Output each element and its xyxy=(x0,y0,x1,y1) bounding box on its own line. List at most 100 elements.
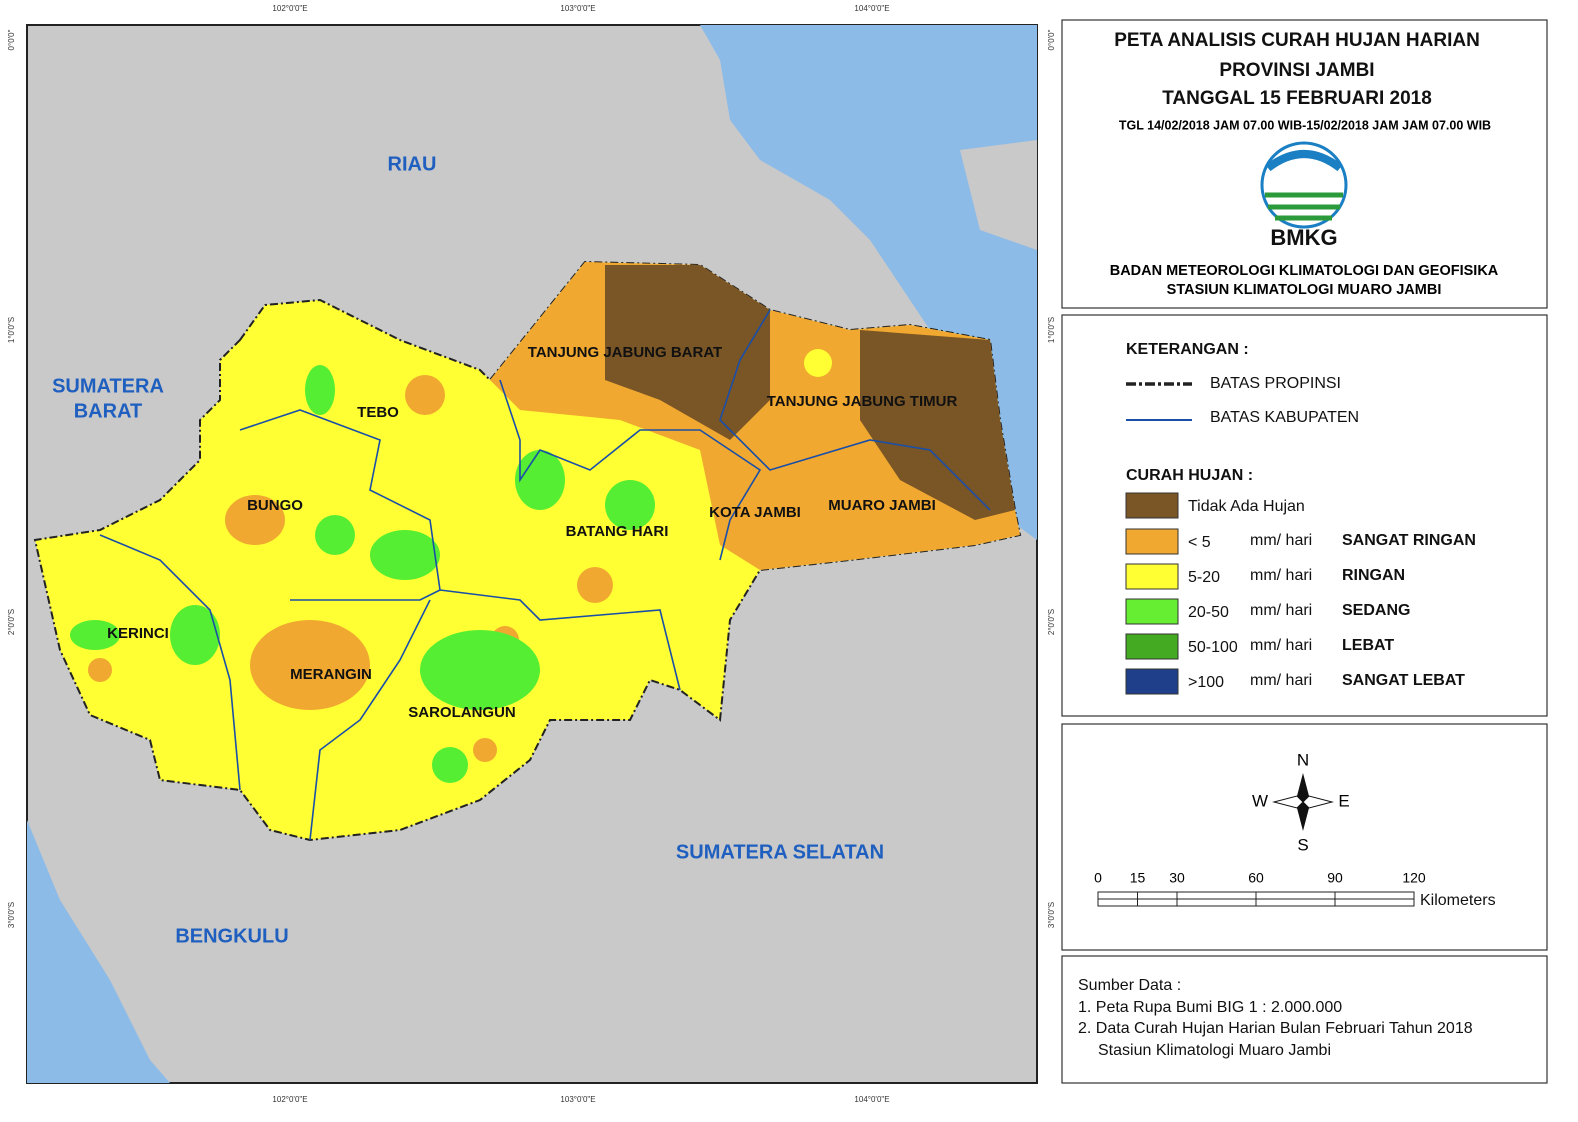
province-label: BARAT xyxy=(74,400,143,422)
title-line: TANGGAL 15 FEBRUARI 2018 xyxy=(1162,88,1432,109)
source-item: Stasiun Klimatologi Muaro Jambi xyxy=(1098,1042,1331,1059)
coord-label: 102°0'0"E xyxy=(272,4,307,13)
compass-ew xyxy=(1272,795,1334,809)
zone xyxy=(473,738,497,762)
scale-label: 0 xyxy=(1094,870,1102,886)
zone xyxy=(70,620,120,650)
border xyxy=(99,534,241,791)
legend-range: >100 xyxy=(1188,674,1224,691)
zone xyxy=(432,747,468,783)
legend-unit: mm/ hari xyxy=(1250,637,1312,654)
island xyxy=(960,140,1037,250)
scale-label: 15 xyxy=(1130,870,1146,886)
map xyxy=(26,24,1038,1084)
sea xyxy=(700,25,1037,540)
compass-w: W xyxy=(1252,791,1268,810)
border xyxy=(439,589,681,691)
legend-category: SANGAT LEBAT xyxy=(1342,672,1465,689)
coord-label: 1°0'0"S xyxy=(1047,317,1056,343)
legend-heading: KETERANGAN : xyxy=(1126,341,1249,358)
logo-arc xyxy=(1265,150,1343,172)
legend-category: SANGAT RINGAN xyxy=(1342,532,1476,549)
zone xyxy=(250,620,370,710)
legend-unit: mm/ hari xyxy=(1250,532,1312,549)
legend-swatch xyxy=(1125,492,1179,519)
district-label: TEBO xyxy=(357,404,399,421)
coord-label: 0°0'0" xyxy=(1047,29,1056,50)
province-label: SUMATERA xyxy=(52,375,164,397)
legend-range: 50-100 xyxy=(1188,639,1238,656)
legend-swatch xyxy=(1125,563,1179,590)
coord-label: 104°0'0"E xyxy=(854,1095,889,1104)
rain-zones-moderate xyxy=(70,365,655,783)
compass-panel xyxy=(1061,723,1548,951)
zone xyxy=(804,349,832,377)
district-label: SAROLANGUN xyxy=(408,704,516,721)
zone xyxy=(515,450,565,510)
coord-label: 103°0'0"E xyxy=(560,4,595,13)
coord-label: 104°0'0"E xyxy=(854,4,889,13)
legend-category: LEBAT xyxy=(1342,637,1394,654)
legend-label: BATAS PROPINSI xyxy=(1210,375,1341,392)
compass-n: N xyxy=(1297,750,1309,769)
coord-label: 102°0'0"E xyxy=(272,1095,307,1104)
coord-label: 0°0'0" xyxy=(7,29,16,50)
period: TGL 14/02/2018 JAM 07.00 WIB-15/02/2018 … xyxy=(1119,118,1491,132)
legend-unit: mm/ hari xyxy=(1250,567,1312,584)
map-labels: RIAU SUMATERA BARAT BENGKULU SUMATERA SE… xyxy=(52,153,957,947)
coord-label: 3°0'0"S xyxy=(1047,902,1056,928)
zone xyxy=(315,515,355,555)
logo: BMKG xyxy=(1260,141,1348,250)
scale-unit: Kilometers xyxy=(1420,892,1496,909)
border xyxy=(239,409,441,601)
rain-zone-none xyxy=(860,330,1015,520)
coord-label: 1°0'0"S xyxy=(7,317,16,343)
scale-label: 30 xyxy=(1169,870,1185,886)
scale-bar: 0 15 30 60 90 120 Kilometers xyxy=(1094,870,1495,910)
province-label: RIAU xyxy=(388,153,437,175)
district-label: MUARO JAMBI xyxy=(828,497,936,514)
district-label: KOTA JAMBI xyxy=(709,504,801,521)
legend-category: SEDANG xyxy=(1342,602,1410,619)
rain-zones-light xyxy=(88,375,613,762)
legend-swatch xyxy=(1125,598,1179,625)
district-label: MERANGIN xyxy=(290,666,372,683)
zone xyxy=(370,530,440,580)
legend-unit: mm/ hari xyxy=(1250,602,1312,619)
legend-range: < 5 xyxy=(1188,534,1211,551)
province-label: BENGKULU xyxy=(175,925,288,947)
scale-label: 120 xyxy=(1402,870,1426,886)
zone xyxy=(405,375,445,415)
border xyxy=(309,599,431,841)
border xyxy=(499,379,762,561)
title-line: PROVINSI JAMBI xyxy=(1219,60,1374,81)
legend-classes: < 5 mm/ hari SANGAT RINGAN 5-20 mm/ hari RING… xyxy=(1125,528,1476,695)
coord-label: 103°0'0"E xyxy=(560,1095,595,1104)
district-label: TANJUNG JABUNG TIMUR xyxy=(767,393,958,410)
zone xyxy=(605,480,655,530)
legend-range: 5-20 xyxy=(1188,569,1220,586)
legend-unit: mm/ hari xyxy=(1250,672,1312,689)
compass-s: S xyxy=(1297,835,1308,854)
scale-label: 60 xyxy=(1248,870,1264,886)
legend-label: BATAS KABUPATEN xyxy=(1210,409,1359,426)
coord-label: 2°0'0"S xyxy=(7,609,16,635)
agency: BADAN METEOROLOGI KLIMATOLOGI DAN GEOFIS… xyxy=(1110,263,1499,279)
border xyxy=(719,309,991,511)
district-borders xyxy=(99,309,991,841)
zone xyxy=(88,658,112,682)
logo-stripes xyxy=(1265,192,1343,221)
zone xyxy=(225,495,285,545)
legend-range: 20-50 xyxy=(1188,604,1229,621)
legend-category: RINGAN xyxy=(1342,567,1405,584)
logo-text: BMKG xyxy=(1270,225,1337,250)
district-label: BUNGO xyxy=(247,497,303,514)
legend-swatch xyxy=(1125,528,1179,555)
zone xyxy=(170,605,220,665)
district-label: KERINCI xyxy=(107,625,169,642)
source-item: 1. Peta Rupa Bumi BIG 1 : 2.000.000 xyxy=(1078,999,1342,1016)
scale-label: 90 xyxy=(1327,870,1343,886)
source-panel xyxy=(1061,955,1548,1084)
district-label: BATANG HARI xyxy=(566,523,669,540)
source-heading: Sumber Data : xyxy=(1078,977,1181,994)
